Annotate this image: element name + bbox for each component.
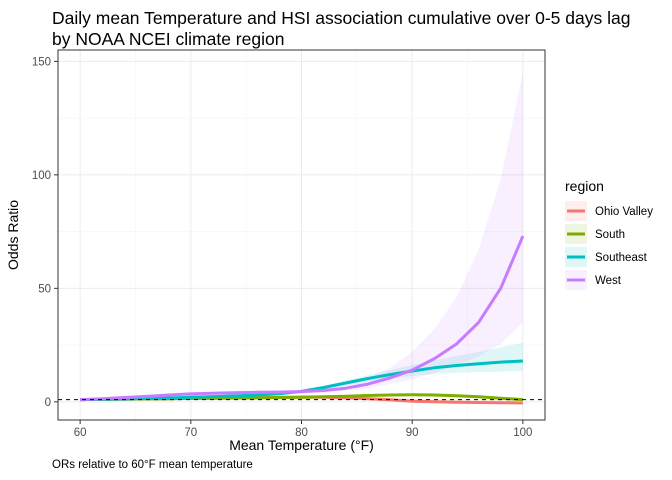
x-tick-label: 90 <box>406 427 419 439</box>
y-tick-label: 0 <box>45 397 51 409</box>
series-lines <box>80 235 525 405</box>
legend-label: Southeast <box>595 252 648 264</box>
x-tick-label: 100 <box>513 427 532 439</box>
legend-label: Ohio Valley <box>595 206 653 218</box>
y-tick-label: 150 <box>32 56 51 68</box>
legend-label: West <box>595 275 622 287</box>
line-west <box>80 235 525 402</box>
grid <box>58 50 545 420</box>
x-axis-label: Mean Temperature (°F) <box>229 437 374 453</box>
chart-caption: ORs relative to 60°F mean temperature <box>52 459 253 471</box>
x-tick-label: 80 <box>295 427 308 439</box>
legend-label: South <box>595 229 625 241</box>
y-axis-label: Odds Ratio <box>5 200 21 270</box>
x-tick-label: 70 <box>184 427 197 439</box>
y-tick-label: 100 <box>32 170 51 182</box>
legend: region Ohio Valley South Southeast West <box>565 178 653 290</box>
x-tick-label: 60 <box>74 427 87 439</box>
legend-title: region <box>565 178 604 194</box>
y-tick-label: 50 <box>38 283 51 295</box>
axis-ticks: 60 70 80 90 100 0 50 100 150 <box>32 56 533 439</box>
band-southeast <box>80 342 523 400</box>
chart-title: Daily mean Temperature and HSI associati… <box>52 8 631 49</box>
